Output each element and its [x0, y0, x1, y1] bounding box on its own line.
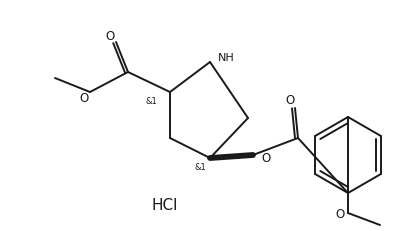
Text: O: O: [79, 91, 89, 104]
Text: HCl: HCl: [152, 198, 178, 213]
Text: O: O: [335, 209, 344, 222]
Text: O: O: [285, 94, 294, 107]
Text: &1: &1: [194, 164, 206, 173]
Text: O: O: [105, 30, 115, 43]
Text: NH: NH: [218, 53, 235, 63]
Text: &1: &1: [145, 97, 157, 106]
Text: O: O: [261, 152, 270, 164]
